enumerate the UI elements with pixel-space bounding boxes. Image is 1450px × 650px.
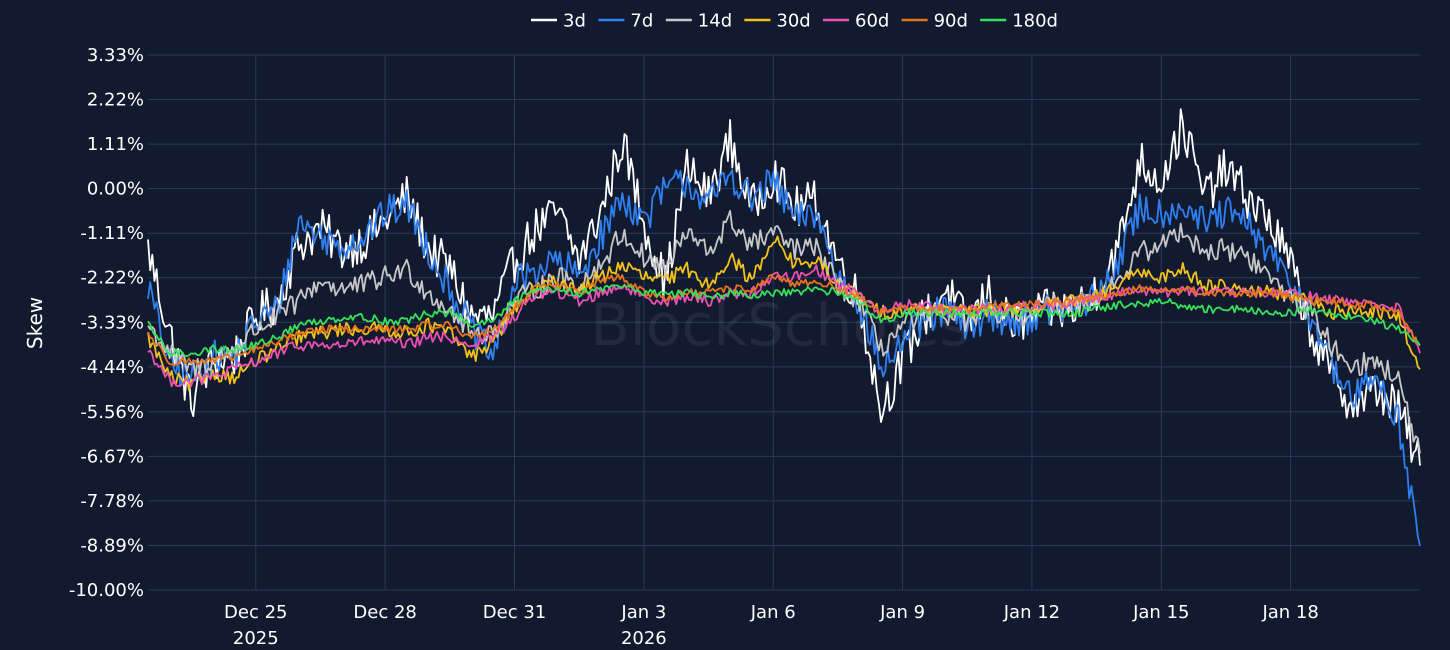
x-tick-label: Jan 18 (1261, 602, 1318, 623)
legend-label: 7d (630, 11, 653, 32)
x-tick-label: Dec 31 (483, 602, 546, 623)
legend-item-60d[interactable]: 60d (823, 11, 889, 32)
y-tick-label: -8.89% (80, 535, 144, 556)
y-tick-label: 2.22% (87, 90, 144, 111)
x-tick-label: Dec 25 (224, 602, 287, 623)
series-line-14d (147, 209, 1421, 454)
legend-item-14d[interactable]: 14d (665, 11, 732, 32)
legend-label: 3d (563, 11, 586, 32)
series-line-180d (147, 284, 1421, 358)
legend[interactable]: 3d 7d 14d 30d 60d 90d 180d (531, 11, 1058, 32)
y-axis: 3.33% 2.22% 1.11% 0.00% -1.11% -2.22% -3.33% -4… (69, 45, 144, 601)
series-line-90d (147, 273, 1421, 366)
legend-label: 180d (1012, 11, 1058, 32)
x-tick-label: Jan 12 (1003, 602, 1060, 623)
legend-label: 30d (776, 11, 810, 32)
watermark: BlockScholes (590, 291, 970, 359)
y-tick-label: -2.22% (80, 268, 144, 289)
y-axis-title: Skew (23, 297, 47, 349)
y-tick-label: -1.11% (80, 223, 144, 244)
x-tick-label: Jan 9 (879, 602, 925, 623)
y-tick-label: -6.67% (80, 446, 144, 467)
x-tick-label: Dec 28 (353, 602, 416, 623)
y-tick-label: 3.33% (87, 45, 144, 66)
x-tick-year-label: 2025 (233, 628, 279, 649)
legend-item-30d[interactable]: 30d (744, 11, 811, 32)
legend-item-3d[interactable]: 3d (531, 11, 586, 32)
legend-label: 90d (934, 11, 968, 32)
series-line-7d (147, 169, 1421, 547)
x-tick-label: Jan 6 (750, 602, 796, 623)
y-tick-label: -4.44% (80, 357, 144, 378)
legend-item-180d[interactable]: 180d (980, 11, 1058, 32)
y-tick-label: -5.56% (80, 402, 144, 423)
x-axis: Dec 25 2025 Dec 28 Dec 31 Jan 3 2026 Jan 6 Jan … (224, 602, 1319, 649)
series-lines (147, 108, 1421, 547)
x-tick-year-label: 2026 (621, 628, 667, 649)
y-tick-label: -10.00% (69, 580, 144, 601)
legend-item-7d[interactable]: 7d (598, 11, 653, 32)
y-tick-label: -3.33% (80, 312, 144, 333)
legend-item-90d[interactable]: 90d (901, 11, 968, 32)
x-tick-label: Jan 3 (620, 602, 666, 623)
legend-label: 60d (855, 11, 889, 32)
legend-label: 14d (698, 11, 732, 32)
y-tick-label: 1.11% (87, 134, 144, 155)
x-tick-label: Jan 15 (1132, 602, 1189, 623)
y-tick-label: 0.00% (87, 179, 144, 200)
y-tick-label: -7.78% (80, 491, 144, 512)
